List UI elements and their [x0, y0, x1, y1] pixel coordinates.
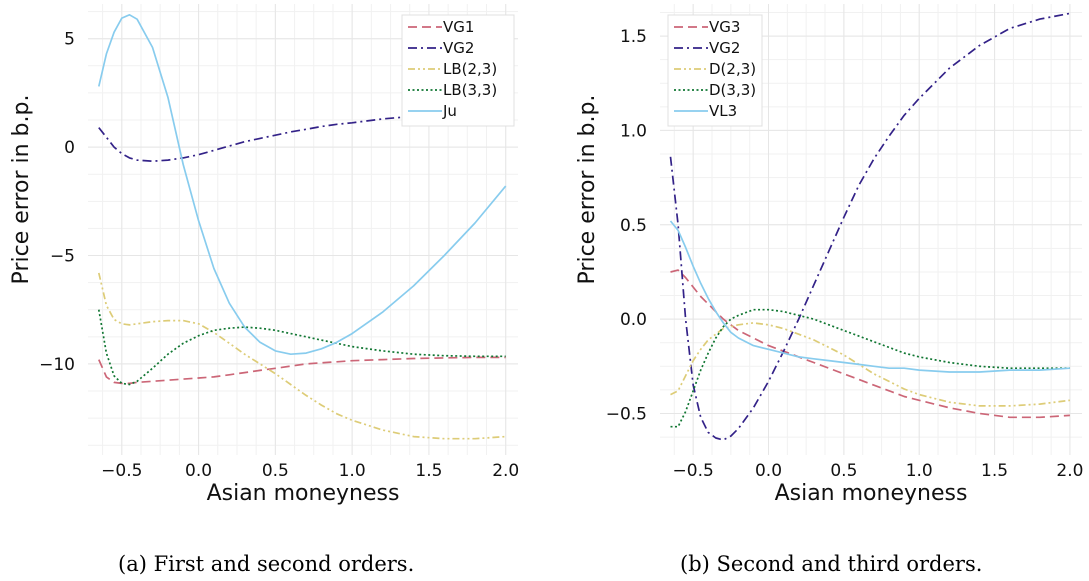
caption-b: (b) Second and third orders.	[680, 552, 983, 576]
series-line-ju	[97, 13, 507, 356]
y-tick-label: 5	[64, 30, 75, 50]
legend: VG1 VG2 LB(2,3) LB(3,3) Ju	[401, 14, 515, 127]
y-tick-label: 0.0	[620, 310, 647, 330]
legend-label: VG1	[443, 18, 474, 36]
y-tick-label: 0	[64, 138, 75, 158]
legend-label: VG3	[709, 18, 740, 36]
legend-box	[667, 14, 763, 127]
series-line-lb-3-3-	[97, 309, 506, 386]
series-line-vg2	[669, 12, 1071, 441]
y-tick-label: 1.5	[620, 27, 647, 47]
x-tick-label: 0.0	[185, 461, 212, 481]
caption-a: (a) First and second orders.	[118, 552, 415, 576]
series-line-lb-2-3-	[97, 272, 506, 440]
x-axis-title: Asian moneyness	[207, 481, 400, 506]
legend-label: Ju	[442, 102, 457, 120]
legend-label: D(3,3)	[709, 81, 756, 99]
series-line-vl3	[669, 220, 1070, 373]
x-tick-label: −0.5	[673, 461, 714, 481]
x-axis-title: Asian moneyness	[775, 481, 968, 506]
x-tick-label: 1.5	[415, 461, 442, 481]
legend: VG3 VG2 D(2,3) D(3,3) VL3	[667, 14, 763, 127]
y-tick-label: −10	[39, 355, 75, 375]
x-tick-label: 0.5	[830, 461, 857, 481]
y-tick-label: −5	[50, 247, 75, 267]
series-line-vg2	[98, 111, 506, 163]
series-line-d-3-3-	[670, 308, 1070, 428]
legend-label: VG2	[709, 39, 740, 57]
legend-box	[401, 14, 515, 127]
y-tick-label: 0.5	[620, 216, 647, 236]
x-tick-label: 0.0	[755, 461, 782, 481]
y-tick-label: 1.0	[620, 121, 647, 141]
x-tick-label: 2.0	[1056, 461, 1083, 481]
x-tick-label: 1.5	[981, 461, 1008, 481]
x-tick-label: 0.5	[262, 461, 289, 481]
x-tick-label: 2.0	[492, 461, 519, 481]
y-tick-label: −0.5	[606, 404, 647, 424]
legend-label: LB(3,3)	[443, 81, 497, 99]
legend-label: LB(2,3)	[443, 60, 497, 78]
legend-label: VL3	[709, 102, 737, 120]
chart-a: −0.5 0.0 0.5 1.0 1.5 2.0 −10 −5 0 5 Asian moneynes…	[9, 4, 519, 506]
series-line-vg1	[98, 356, 506, 385]
series-line-d-2-3-	[670, 322, 1071, 407]
x-tick-label: 1.0	[339, 461, 366, 481]
legend-label: VG2	[443, 39, 474, 57]
chart-b: −0.5 0.0 0.5 1.0 1.5 2.0 −0.5 0.0 0.5 1.0 1.5 Asian…	[575, 4, 1083, 506]
x-tick-label: −0.5	[101, 461, 142, 481]
y-axis-title: Price error in b.p.	[575, 95, 600, 285]
y-axis-title: Price error in b.p.	[9, 95, 34, 285]
x-tick-label: 1.0	[906, 461, 933, 481]
legend-label: D(2,3)	[709, 60, 756, 78]
